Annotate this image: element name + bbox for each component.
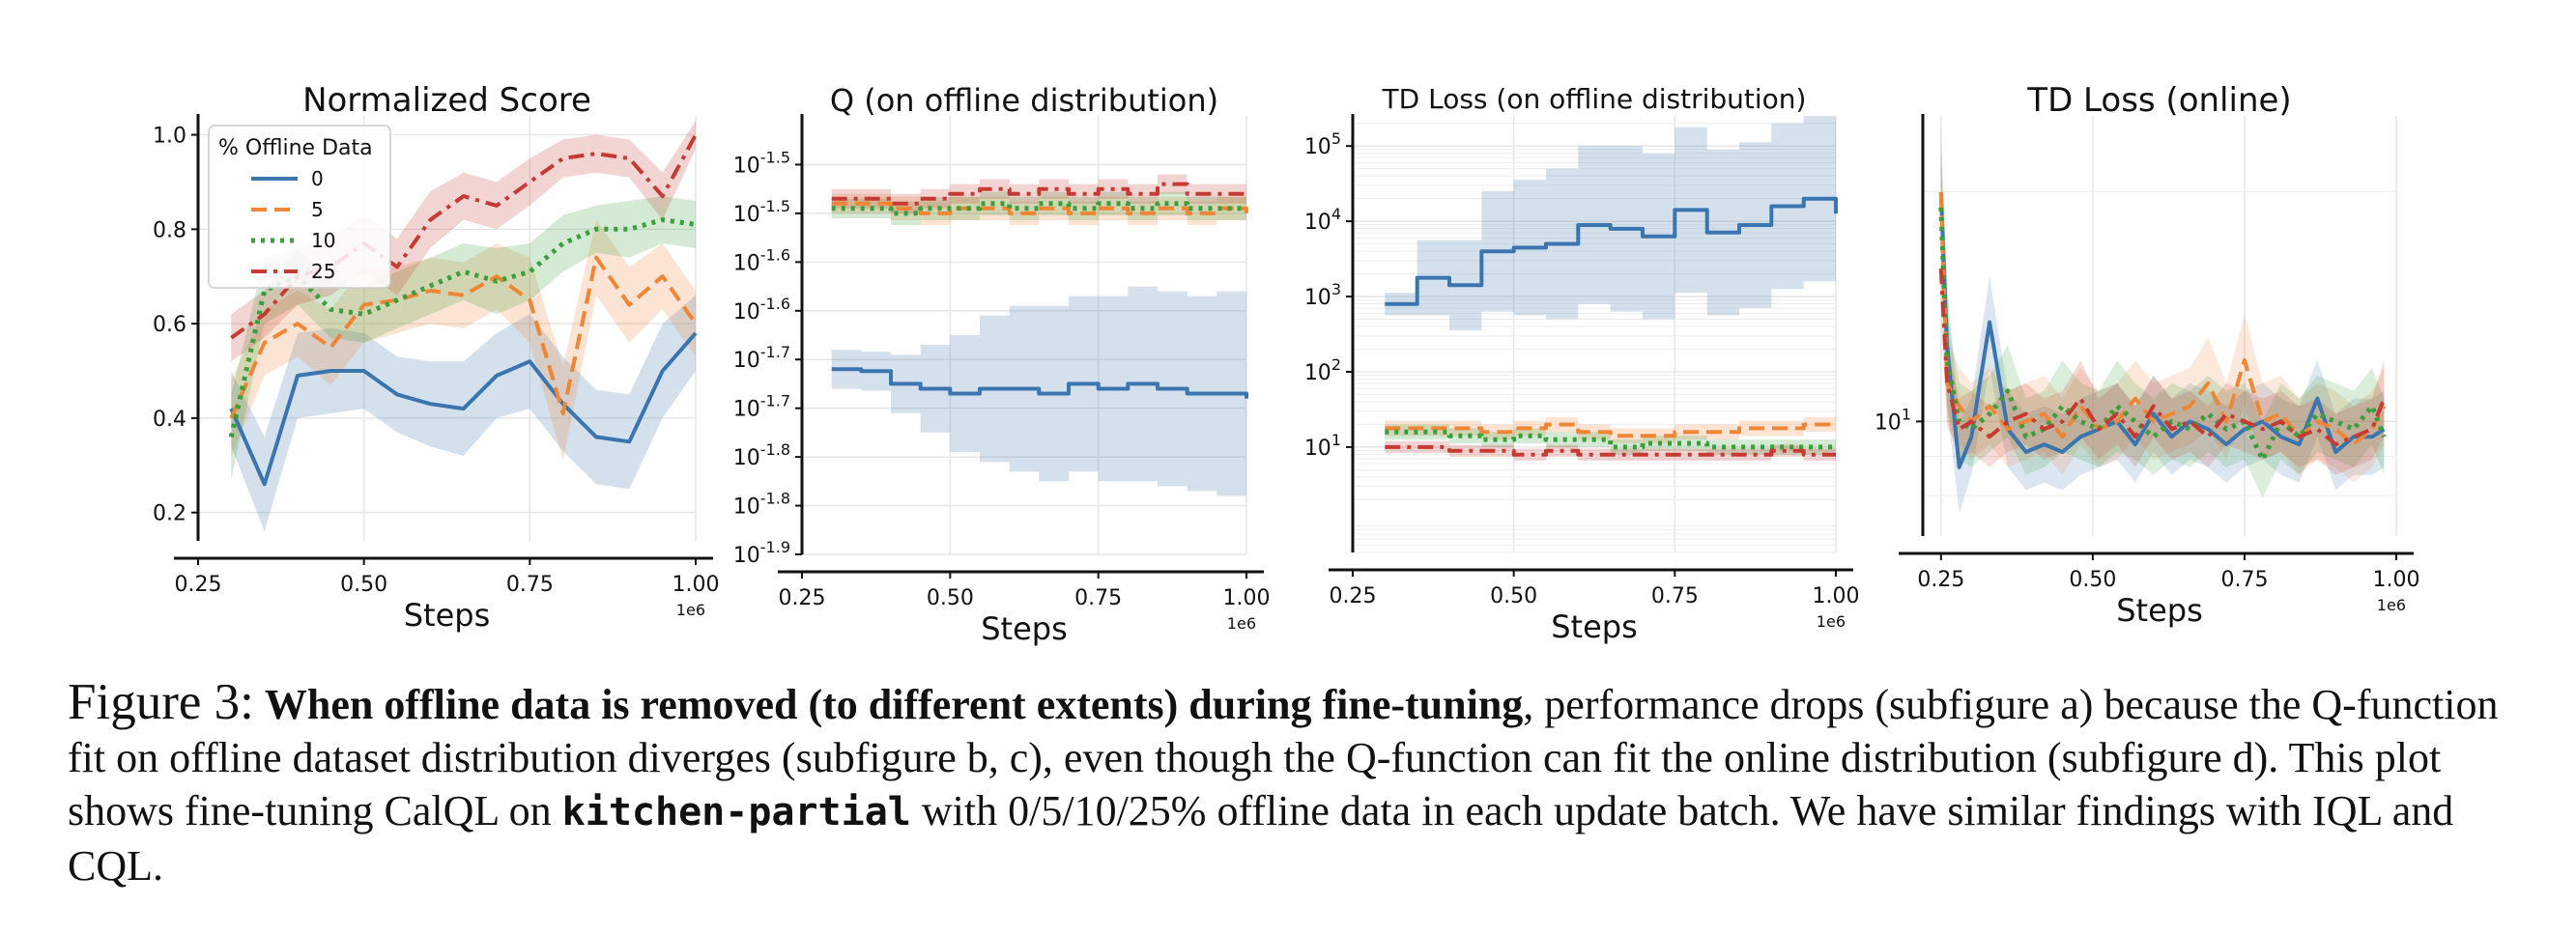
line-series-10 bbox=[831, 201, 1246, 216]
line-series-0 bbox=[1385, 196, 1838, 306]
y-tick-label: 10-1.9 bbox=[733, 538, 790, 568]
line-series-5 bbox=[1385, 422, 1836, 438]
line-series-0 bbox=[1938, 192, 2386, 469]
band-series-25 bbox=[1940, 222, 2385, 475]
x-tick-label: 1.00 bbox=[673, 573, 720, 597]
caption-bold-lead: When offline data is removed (to differe… bbox=[264, 681, 1524, 728]
caption-code: kitchen-partial bbox=[561, 790, 911, 834]
panel-q-offline: 0.25 0.50 0.75 1.00 1e6 10-1.5 10-1.5 10-1.6 10-… bbox=[733, 82, 1271, 647]
y-tick-label: 10-1.5 bbox=[733, 197, 790, 227]
x-scale-label: 1e6 bbox=[676, 601, 705, 619]
panel-title: TD Loss (online) bbox=[2026, 81, 2291, 120]
y-tick-label: 10-1.6 bbox=[733, 245, 790, 275]
x-axis-label: Steps bbox=[404, 597, 491, 634]
x-tick-label: 0.25 bbox=[1330, 584, 1377, 608]
x-tick-label: 1.00 bbox=[1223, 586, 1271, 610]
caption-text-2: with 0/5/10/25% offline data in each upd… bbox=[68, 787, 2454, 890]
panel-normalized-score: 0.25 0.50 0.75 1.00 1e6 0.2 0.4 0.6 0.8 1.0 Normal… bbox=[153, 81, 719, 634]
legend-box bbox=[208, 125, 391, 289]
band-series-0 bbox=[231, 295, 697, 532]
line-series-25 bbox=[831, 182, 1246, 206]
x-scale-label: 1e6 bbox=[2377, 596, 2406, 614]
x-tick-label: 0.75 bbox=[1651, 584, 1699, 608]
x-tick-label: 0.75 bbox=[506, 573, 554, 597]
line-series-5 bbox=[1938, 192, 2387, 447]
x-tick-label: 0.25 bbox=[779, 586, 826, 610]
legend-entry: 0 bbox=[311, 167, 324, 190]
y-tick-label: 0.4 bbox=[153, 408, 186, 432]
line-series-25 bbox=[1385, 444, 1836, 457]
y-tick-label: 0.8 bbox=[153, 218, 186, 242]
legend: % Offline Data 0 5 10 25 bbox=[208, 125, 391, 289]
grid bbox=[801, 116, 1247, 555]
band-series-5 bbox=[1940, 138, 2385, 483]
y-tick-label: 10-1.7 bbox=[733, 343, 790, 373]
grid bbox=[1352, 116, 1837, 553]
x-axis-label: Steps bbox=[2116, 592, 2203, 629]
y-tick-label: 10-1.8 bbox=[733, 440, 790, 470]
y-tick-label: 103 bbox=[1304, 280, 1341, 310]
figure-caption: Figure 3: When offline data is removed (… bbox=[68, 676, 2522, 892]
legend-title: % Offline Data bbox=[218, 136, 373, 160]
y-tick-label: 101 bbox=[1304, 431, 1341, 461]
x-tick-label: 1.00 bbox=[2373, 568, 2420, 592]
caption-text-1: , performance drops (subfigure a) becaus… bbox=[68, 681, 2499, 834]
x-tick-label: 0.50 bbox=[340, 573, 387, 597]
y-tick-label: 0.6 bbox=[153, 313, 186, 337]
y-tick-label: 10-1.5 bbox=[733, 148, 790, 178]
y-tick-label: 104 bbox=[1304, 205, 1341, 235]
band-series-10 bbox=[231, 196, 697, 480]
y-tick-label: 10-1.7 bbox=[733, 392, 790, 422]
x-tick-label: 0.50 bbox=[2069, 568, 2116, 592]
x-tick-label: 0.50 bbox=[1490, 584, 1537, 608]
x-tick-label: 0.25 bbox=[1917, 568, 1964, 592]
line-series-25 bbox=[1938, 269, 2387, 447]
legend-entry: 25 bbox=[311, 260, 335, 283]
x-tick-label: 0.25 bbox=[175, 573, 222, 597]
y-tick-label: 10-1.8 bbox=[733, 490, 790, 520]
line-series-0 bbox=[229, 331, 698, 487]
y-tick-label: 10-1.6 bbox=[733, 295, 790, 325]
legend-entry: 10 bbox=[311, 229, 335, 252]
y-tick-label: 101 bbox=[1875, 405, 1911, 435]
y-tick-label: 105 bbox=[1304, 129, 1341, 159]
line-series-10 bbox=[1385, 429, 1836, 450]
panel-td-loss-offline: 0.25 0.50 0.75 1.00 1e6 101 102 103 104 105 TD Los… bbox=[1304, 83, 1860, 645]
line-series-10 bbox=[1938, 207, 2387, 463]
x-tick-label: 0.75 bbox=[1074, 586, 1122, 610]
x-tick-label: 0.50 bbox=[927, 586, 974, 610]
legend-entry: 5 bbox=[311, 198, 324, 221]
band-series-10 bbox=[1940, 146, 2385, 498]
x-axis-label: Steps bbox=[981, 610, 1068, 647]
y-tick-label: 1.0 bbox=[153, 125, 186, 149]
x-tick-label: 1.00 bbox=[1813, 584, 1860, 608]
y-tick-label: 0.2 bbox=[153, 502, 186, 526]
x-tick-label: 0.75 bbox=[2220, 568, 2268, 592]
figure-panels: 0.25 0.50 0.75 1.00 1e6 0.2 0.4 0.6 0.8 1.0 Normal… bbox=[153, 81, 2420, 647]
x-scale-label: 1e6 bbox=[1817, 612, 1846, 631]
panel-title: Q (on offline distribution) bbox=[830, 82, 1218, 119]
y-tick-label: 102 bbox=[1304, 355, 1341, 385]
line-series-0 bbox=[831, 367, 1248, 399]
x-axis-label: Steps bbox=[1551, 608, 1638, 645]
panel-td-loss-online: 0.25 0.50 0.75 1.00 1e6 101 TD Loss (online) St… bbox=[1875, 81, 2420, 629]
panel-title: Normalized Score bbox=[302, 81, 591, 120]
x-scale-label: 1e6 bbox=[1227, 614, 1256, 633]
caption-figure-label: Figure 3: bbox=[68, 674, 254, 730]
panel-title: TD Loss (on offline distribution) bbox=[1382, 83, 1807, 115]
